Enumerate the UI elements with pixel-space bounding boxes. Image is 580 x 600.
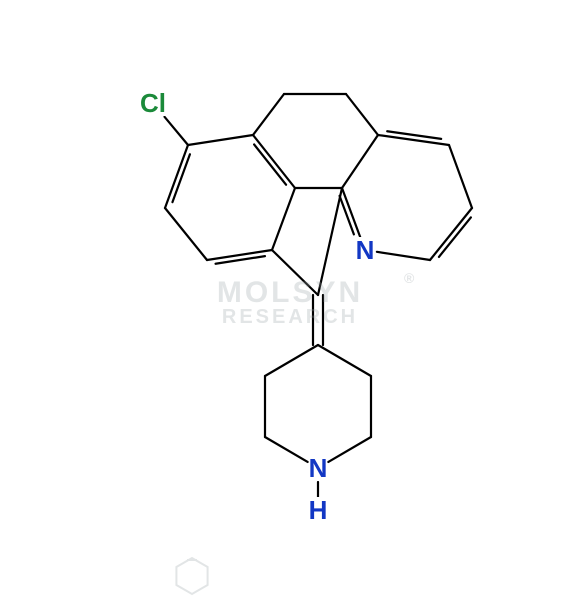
registered-icon: ® xyxy=(404,270,414,286)
svg-text:N: N xyxy=(309,453,328,483)
svg-text:N: N xyxy=(356,235,375,265)
svg-text:Cl: Cl xyxy=(140,88,166,118)
chemical-structure: ClNNH xyxy=(0,0,580,580)
svg-text:H: H xyxy=(309,495,328,525)
